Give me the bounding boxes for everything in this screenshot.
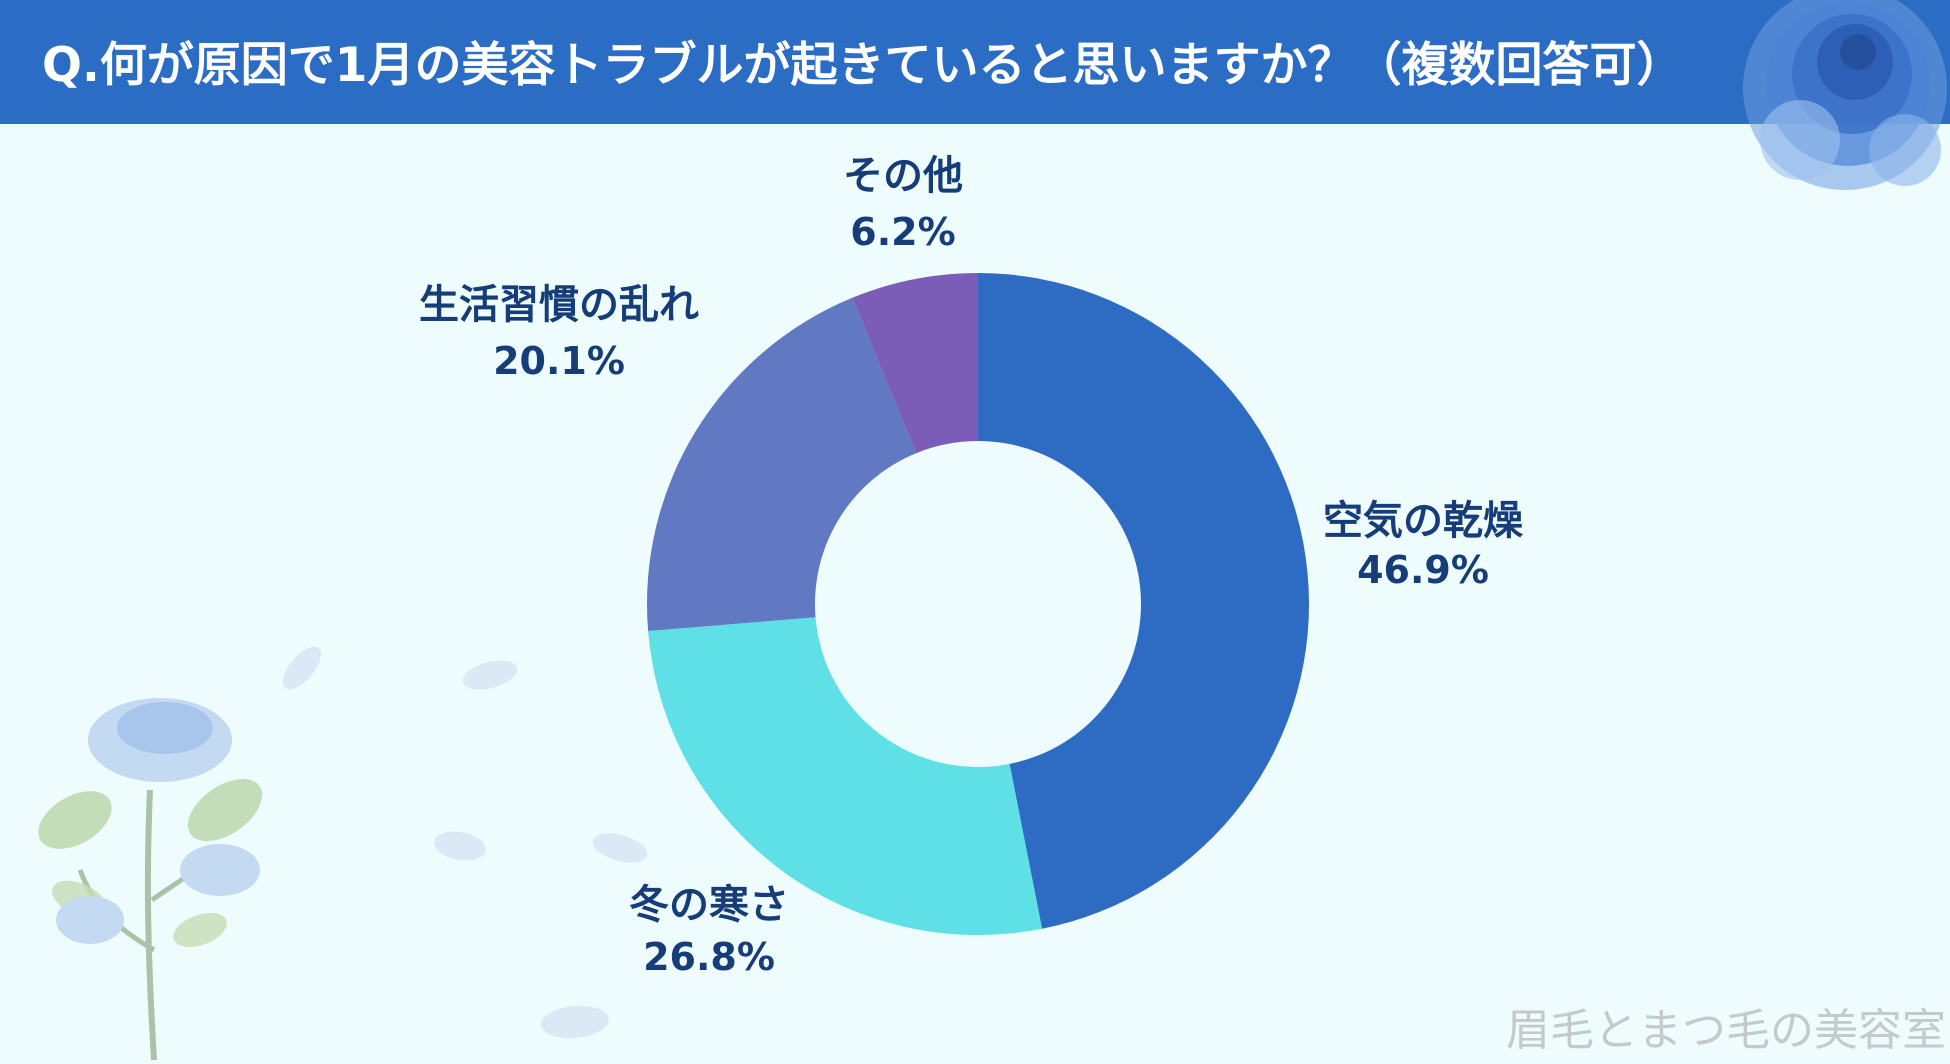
donut-slice: [852, 273, 978, 454]
slice-category-label: 空気の乾燥: [1323, 498, 1524, 544]
donut-slice: [648, 617, 1043, 935]
slice-value-label: 6.2%: [850, 210, 955, 254]
donut-slice: [978, 273, 1309, 929]
question-title: Q.何が原因で1月の美容トラブルが起きていると思いますか？（複数回答可）: [42, 38, 1684, 93]
slice-value-label: 26.8%: [643, 935, 775, 979]
donut-slices: [647, 273, 1309, 935]
slice-value-label: 20.1%: [493, 339, 625, 383]
slice-category-label: 生活習慣の乱れ: [419, 282, 699, 328]
donut-slice: [647, 297, 917, 632]
flower-decoration-bottom-left: [38, 646, 648, 1061]
slice-category-label: その他: [843, 153, 963, 199]
watermark: 眉毛とまつ毛の美容室: [1506, 1005, 1946, 1056]
title-bar: Q.何が原因で1月の美容トラブルが起きていると思いますか？（複数回答可）: [0, 0, 1950, 124]
slice-category-label: 冬の寒さ: [629, 882, 789, 928]
rose-decoration-top-right: [1743, 0, 1947, 190]
slice-value-label: 46.9%: [1357, 548, 1489, 592]
